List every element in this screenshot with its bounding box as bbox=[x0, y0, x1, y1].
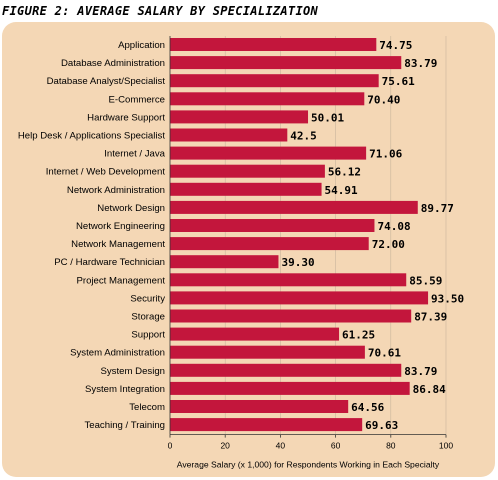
category-label: Security bbox=[130, 293, 165, 304]
bar bbox=[170, 219, 375, 232]
category-label: Project Management bbox=[76, 275, 165, 286]
value-label: 70.40 bbox=[367, 93, 400, 106]
category-label: Help Desk / Applications Specialist bbox=[18, 131, 166, 142]
bar bbox=[170, 237, 369, 251]
category-label: System Design bbox=[100, 366, 165, 377]
bar bbox=[170, 200, 418, 214]
bar bbox=[170, 381, 410, 395]
chart-panel: Application Database Administration Databa… bbox=[2, 22, 495, 477]
x-tick-label: 60 bbox=[331, 441, 341, 451]
category-label: E-Commerce bbox=[108, 94, 165, 105]
value-label: 61.25 bbox=[342, 329, 375, 342]
value-label: 71.06 bbox=[369, 148, 402, 161]
bar bbox=[170, 56, 402, 70]
category-label: Network Design bbox=[97, 203, 165, 214]
category-label: Database Analyst/Specialist bbox=[47, 76, 166, 87]
value-label: 89.77 bbox=[421, 202, 454, 215]
bar bbox=[170, 418, 363, 432]
x-tick-label: 80 bbox=[386, 441, 396, 451]
category-label: Internet / Web Development bbox=[46, 167, 166, 178]
category-label: Storage bbox=[131, 312, 165, 323]
value-label: 74.08 bbox=[377, 220, 410, 233]
value-label: 72.00 bbox=[372, 238, 405, 251]
bar bbox=[170, 92, 365, 106]
bar bbox=[170, 327, 340, 341]
x-axis: 0 20 40 60 80 100 bbox=[168, 36, 453, 451]
value-label: 54.91 bbox=[325, 184, 358, 197]
value-label: 50.01 bbox=[311, 111, 344, 124]
value-label: 83.79 bbox=[404, 365, 437, 378]
bar bbox=[170, 74, 379, 88]
value-label: 87.39 bbox=[414, 311, 447, 324]
category-label: System Administration bbox=[70, 348, 165, 359]
value-label: 83.79 bbox=[404, 57, 437, 70]
value-label: 70.61 bbox=[368, 347, 401, 360]
bar bbox=[170, 110, 309, 124]
value-label: 86.84 bbox=[413, 383, 446, 396]
category-label: Database Administration bbox=[61, 58, 165, 69]
x-tick-label: 100 bbox=[439, 441, 453, 451]
value-label: 69.63 bbox=[365, 419, 398, 432]
x-tick-label: 0 bbox=[168, 441, 173, 451]
bar-chart: Application Database Administration Databa… bbox=[2, 22, 495, 477]
value-label: 39.30 bbox=[281, 256, 314, 269]
bar bbox=[170, 309, 412, 323]
category-label: Network Management bbox=[71, 239, 165, 250]
value-label: 93.50 bbox=[431, 292, 464, 305]
value-label: 85.59 bbox=[409, 274, 442, 287]
category-label: Network Administration bbox=[67, 185, 165, 196]
x-tick-label: 40 bbox=[276, 441, 286, 451]
category-label: System Integration bbox=[85, 384, 165, 395]
category-label: Telecom bbox=[129, 402, 165, 413]
bar bbox=[170, 400, 349, 413]
value-label: 74.75 bbox=[379, 39, 412, 52]
figure-title: FIGURE 2: AVERAGE SALARY BY SPECIALIZATI… bbox=[2, 4, 319, 18]
bar bbox=[170, 255, 279, 269]
bar bbox=[170, 38, 377, 51]
value-label: 64.56 bbox=[351, 401, 384, 414]
x-axis-title: Average Salary (x 1,000) for Respondents… bbox=[177, 460, 440, 470]
value-labels: 74.75 83.79 75.61 70.40 50.01 42.5 71.06 56.12 5… bbox=[281, 39, 464, 432]
category-labels: Application Database Administration Databa… bbox=[18, 40, 166, 431]
value-label: 56.12 bbox=[328, 166, 361, 179]
category-label: Teaching / Training bbox=[84, 420, 165, 431]
bar bbox=[170, 273, 407, 287]
category-label: Application bbox=[118, 40, 165, 51]
category-label: PC / Hardware Technician bbox=[54, 257, 165, 268]
value-label: 42.5 bbox=[290, 130, 317, 143]
bar bbox=[170, 363, 402, 377]
bar bbox=[170, 345, 365, 359]
category-label: Hardware Support bbox=[87, 112, 165, 123]
bar bbox=[170, 128, 288, 142]
bar bbox=[170, 146, 367, 160]
category-label: Network Engineering bbox=[76, 221, 165, 232]
bar bbox=[170, 182, 322, 196]
bars bbox=[170, 38, 429, 432]
bar bbox=[170, 164, 325, 178]
value-label: 75.61 bbox=[382, 75, 415, 88]
category-label: Internet / Java bbox=[104, 149, 165, 160]
category-label: Support bbox=[131, 330, 165, 341]
x-tick-label: 20 bbox=[220, 441, 230, 451]
bar bbox=[170, 291, 429, 305]
